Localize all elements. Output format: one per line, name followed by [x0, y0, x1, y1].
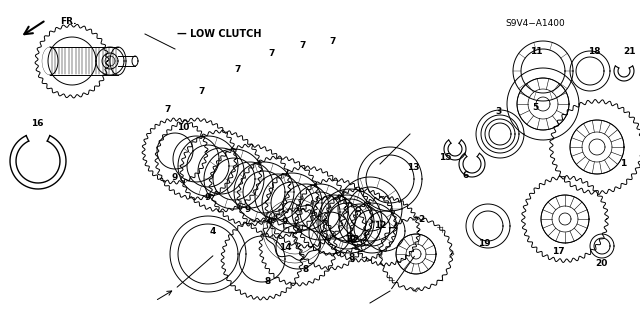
Text: 18: 18	[588, 47, 600, 56]
Text: 16: 16	[31, 118, 44, 128]
Text: 7: 7	[235, 64, 241, 73]
Text: 7: 7	[165, 105, 171, 114]
Text: 15: 15	[439, 152, 451, 161]
Text: 9: 9	[205, 192, 211, 202]
Text: 3: 3	[495, 107, 501, 115]
Text: 7: 7	[300, 41, 306, 49]
Text: 11: 11	[530, 47, 542, 56]
Text: 7: 7	[269, 48, 275, 57]
Text: 13: 13	[407, 162, 419, 172]
Text: FR.: FR.	[60, 18, 77, 26]
Text: 1: 1	[620, 160, 626, 168]
Text: 8: 8	[265, 278, 271, 286]
Text: 4: 4	[210, 226, 216, 235]
Text: 10: 10	[177, 122, 189, 131]
Text: 8: 8	[349, 253, 355, 262]
Text: 2: 2	[418, 216, 424, 225]
Text: 9: 9	[245, 205, 251, 214]
Text: 9: 9	[172, 173, 178, 182]
Text: 8: 8	[303, 264, 309, 273]
Text: 14: 14	[278, 242, 291, 251]
Text: 12: 12	[344, 234, 356, 243]
Text: 7: 7	[330, 36, 336, 46]
Text: 6: 6	[463, 172, 469, 181]
Text: 7: 7	[199, 86, 205, 95]
Text: 19: 19	[477, 240, 490, 249]
Text: 12: 12	[374, 221, 387, 231]
Text: 5: 5	[532, 102, 538, 112]
Text: S9V4−A1400: S9V4−A1400	[505, 19, 564, 28]
Text: 21: 21	[624, 47, 636, 56]
Text: 20: 20	[595, 259, 607, 269]
Text: 17: 17	[552, 247, 564, 256]
Text: 9: 9	[282, 217, 288, 226]
Text: 12: 12	[347, 234, 359, 243]
Text: — LOW CLUTCH: — LOW CLUTCH	[177, 29, 262, 39]
